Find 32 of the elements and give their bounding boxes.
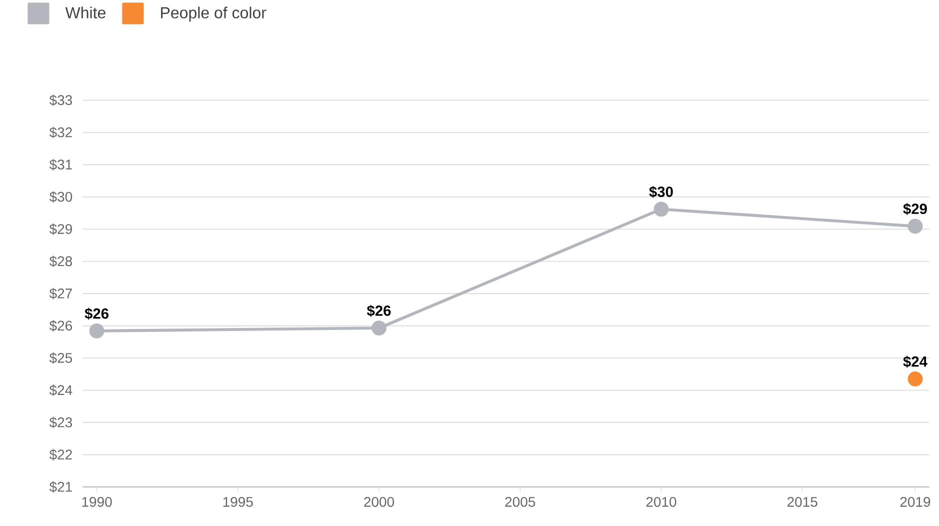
y-tick-label: $29 <box>49 224 72 235</box>
x-tick-label: 2000 <box>364 497 394 508</box>
x-tick-label: 1995 <box>223 497 253 508</box>
point <box>89 324 104 339</box>
y-tick-label: $22 <box>49 449 72 461</box>
y-tick-label: $21 <box>49 481 72 493</box>
y-tick-label: $30 <box>49 191 72 203</box>
y-tick-label: $26 <box>49 320 72 332</box>
point <box>372 320 386 336</box>
x-tick-label: 2010 <box>646 497 676 508</box>
x-tick-label: 1990 <box>82 497 112 508</box>
y-tick-label: $27 <box>49 288 72 300</box>
data-label: $26 <box>84 308 108 320</box>
legend-label: People of color <box>161 6 266 22</box>
x-tick-label: 2015 <box>787 497 818 508</box>
point <box>654 202 669 217</box>
point <box>908 372 923 387</box>
x-tick-label: 2005 <box>505 497 536 508</box>
y-tick-label: $25 <box>49 352 72 364</box>
y-tick-label: $23 <box>49 417 72 428</box>
data-label: $29 <box>903 203 927 216</box>
y-tick-label: $24 <box>49 384 72 396</box>
y-tick-label: $31 <box>49 159 72 171</box>
x-tick-label: 2019 <box>900 497 930 508</box>
point <box>908 218 923 234</box>
y-tick-label: $33 <box>49 94 72 106</box>
data-label: $24 <box>903 356 928 368</box>
y-tick-label: $28 <box>49 256 72 268</box>
legend-label: White <box>65 6 106 19</box>
y-tick-label: $32 <box>49 127 72 138</box>
data-label: $30 <box>649 186 673 198</box>
data-label: $26 <box>366 305 391 318</box>
